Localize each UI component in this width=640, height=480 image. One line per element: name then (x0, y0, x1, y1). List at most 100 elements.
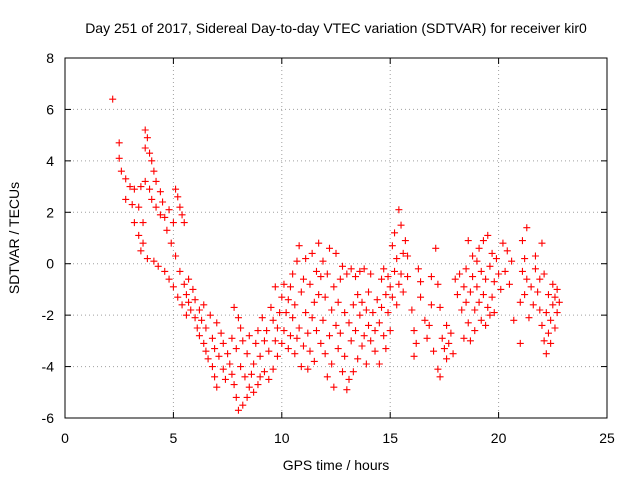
x-tick-label: 5 (170, 430, 178, 446)
data-point (497, 285, 505, 293)
data-point (206, 311, 214, 319)
data-point (141, 144, 149, 152)
data-point (202, 347, 210, 355)
data-point (241, 373, 249, 381)
data-point (449, 350, 457, 358)
grid-lines (65, 58, 607, 418)
data-point (319, 316, 327, 324)
data-point (308, 314, 316, 322)
data-point (339, 262, 347, 270)
data-point (538, 239, 546, 247)
data-point (341, 352, 349, 360)
data-point (362, 360, 370, 368)
data-point (109, 95, 117, 103)
data-point (531, 265, 539, 273)
data-point (399, 288, 407, 296)
data-point (427, 273, 435, 281)
data-point (436, 303, 444, 311)
data-point (299, 342, 307, 350)
data-point (503, 247, 511, 255)
data-point (254, 327, 262, 335)
data-point (553, 285, 561, 293)
y-tick-label: 6 (46, 101, 54, 117)
data-point (555, 298, 563, 306)
data-point (371, 347, 379, 355)
data-point (141, 177, 149, 185)
data-point (232, 345, 240, 353)
data-point (549, 280, 557, 288)
data-point (505, 280, 513, 288)
data-point (185, 275, 193, 283)
data-point (286, 283, 294, 291)
data-point (224, 350, 232, 358)
data-point (479, 237, 487, 245)
data-point (291, 350, 299, 358)
data-point (330, 383, 338, 391)
data-point (371, 327, 379, 335)
data-point (430, 347, 438, 355)
data-point (200, 339, 208, 347)
data-point (191, 314, 199, 322)
data-point (150, 257, 158, 265)
data-point (358, 342, 366, 350)
data-point (490, 309, 498, 317)
data-point (391, 267, 399, 275)
x-axis-label: GPS time / hours (283, 457, 390, 473)
x-axis-ticks: 0 5 10 15 20 25 (61, 58, 615, 446)
data-point (325, 244, 333, 252)
x-tick-label: 20 (491, 430, 507, 446)
data-point (434, 365, 442, 373)
data-point (258, 314, 266, 322)
data-point (388, 242, 396, 250)
data-point (295, 242, 303, 250)
data-point (202, 324, 210, 332)
data-point (440, 345, 448, 353)
data-point (367, 270, 375, 278)
data-point (445, 339, 453, 347)
data-point (317, 273, 325, 281)
data-point (466, 288, 474, 296)
y-tick-label: -6 (42, 410, 55, 426)
data-point (382, 291, 390, 299)
data-point (217, 329, 225, 337)
data-point (534, 288, 542, 296)
data-point (458, 306, 466, 314)
data-point (375, 319, 383, 327)
data-point (321, 293, 329, 301)
data-point (260, 337, 268, 345)
data-point (198, 316, 206, 324)
data-point (354, 355, 362, 363)
data-point (349, 368, 357, 376)
data-point (200, 301, 208, 309)
data-point (172, 252, 180, 260)
data-point (271, 337, 279, 345)
data-point (191, 296, 199, 304)
data-point (291, 301, 299, 309)
data-point (297, 363, 305, 371)
data-point (380, 265, 388, 273)
data-point (347, 337, 355, 345)
data-point (417, 278, 425, 286)
data-point (312, 327, 320, 335)
data-point (312, 267, 320, 275)
data-point (495, 270, 503, 278)
data-point (310, 357, 318, 365)
data-point (391, 229, 399, 237)
data-point (488, 293, 496, 301)
data-point (488, 249, 496, 257)
data-point (293, 257, 301, 265)
data-point (323, 270, 331, 278)
data-point (527, 283, 535, 291)
data-point (547, 316, 555, 324)
data-point (479, 291, 487, 299)
x-tick-label: 0 (61, 430, 69, 446)
data-point (299, 275, 307, 283)
data-point (178, 301, 186, 309)
data-point (308, 249, 316, 257)
data-point (141, 126, 149, 134)
data-point (161, 267, 169, 275)
data-point (230, 381, 238, 389)
data-point (278, 339, 286, 347)
data-point (189, 285, 197, 293)
data-point (464, 237, 472, 245)
